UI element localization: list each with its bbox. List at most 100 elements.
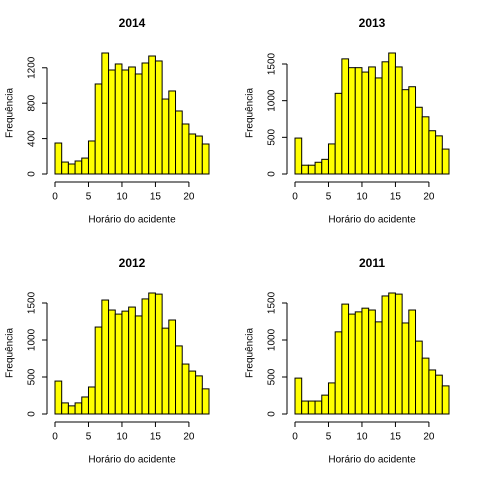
bar — [181, 363, 190, 415]
x-tick-label: 15 — [390, 432, 402, 443]
bar — [134, 73, 143, 175]
bar — [161, 327, 170, 415]
bar — [361, 71, 370, 175]
bar — [74, 402, 83, 415]
chart-title: 2012 — [119, 256, 146, 270]
chart-title: 2014 — [119, 16, 146, 30]
bar — [394, 66, 403, 175]
bar — [121, 69, 130, 175]
bar — [61, 161, 69, 175]
bar — [175, 345, 183, 415]
bar — [128, 306, 136, 415]
x-tick-label: 15 — [390, 192, 402, 203]
bar — [301, 400, 309, 415]
bar — [301, 164, 309, 175]
bar — [101, 52, 110, 175]
x-tick-label: 5 — [86, 432, 92, 443]
bar — [154, 293, 163, 415]
y-axis-label: Frequência — [245, 328, 256, 378]
bar — [67, 405, 76, 415]
bar — [361, 307, 370, 415]
x-tick-label: 10 — [116, 192, 128, 203]
bar — [201, 143, 210, 175]
bar — [74, 160, 83, 175]
bar — [415, 340, 423, 415]
bar — [87, 386, 96, 415]
bar — [394, 293, 403, 415]
bar — [374, 321, 383, 415]
bar — [348, 67, 356, 175]
bar — [128, 66, 136, 175]
bar — [94, 326, 103, 415]
bar — [314, 400, 323, 415]
x-tick-label: 0 — [52, 192, 58, 203]
bar — [61, 402, 69, 415]
bar — [141, 298, 150, 415]
y-tick-label: 0 — [267, 171, 278, 177]
bar — [294, 377, 303, 415]
bar — [374, 77, 383, 175]
bar — [168, 319, 177, 415]
bar — [401, 322, 410, 415]
bar — [81, 396, 89, 415]
bar — [81, 157, 89, 175]
bar — [368, 66, 376, 175]
bar — [334, 92, 343, 175]
y-tick-label: 500 — [267, 368, 278, 385]
x-tick-label: 10 — [356, 432, 368, 443]
y-tick-label: 1500 — [267, 291, 278, 314]
bar — [54, 142, 63, 175]
x-tick-label: 5 — [326, 432, 332, 443]
x-axis-label: Horário do acidente — [88, 215, 176, 226]
bar — [161, 98, 170, 175]
x-tick-label: 20 — [423, 192, 435, 203]
y-tick-label: 0 — [267, 411, 278, 417]
bar — [54, 380, 63, 415]
bar — [421, 357, 430, 415]
bar — [307, 400, 316, 415]
bar — [354, 67, 363, 175]
bar — [408, 309, 417, 415]
bar — [368, 309, 376, 415]
x-tick-label: 10 — [116, 432, 128, 443]
bar — [354, 311, 363, 415]
bar — [175, 110, 183, 175]
bar — [314, 161, 323, 175]
bar — [435, 374, 443, 415]
bar — [428, 130, 437, 175]
bar — [435, 135, 443, 175]
x-tick-label: 20 — [183, 192, 195, 203]
x-tick-label: 5 — [326, 192, 332, 203]
x-tick-label: 20 — [183, 432, 195, 443]
y-tick-label: 1000 — [267, 89, 278, 112]
y-tick-label: 500 — [27, 368, 38, 385]
x-tick-label: 0 — [292, 192, 298, 203]
y-tick-label: 1000 — [267, 328, 278, 351]
x-axis-label: Horário do acidente — [88, 455, 176, 466]
bar — [428, 369, 437, 415]
bar — [108, 309, 116, 415]
bar — [195, 375, 203, 415]
bar — [114, 313, 123, 415]
bar — [87, 140, 96, 175]
bar — [154, 60, 163, 175]
bar — [188, 370, 197, 415]
y-tick-label: 0 — [27, 171, 38, 177]
y-tick-label: 400 — [27, 130, 38, 147]
bar — [101, 299, 110, 415]
bar — [341, 303, 350, 415]
y-tick-label: 1200 — [27, 56, 38, 79]
bar — [108, 69, 116, 175]
x-tick-label: 5 — [86, 192, 92, 203]
bar — [381, 295, 390, 415]
bar — [348, 313, 356, 415]
y-tick-label: 500 — [267, 129, 278, 146]
y-tick-label: 0 — [27, 411, 38, 417]
bar — [114, 63, 123, 175]
x-tick-label: 10 — [356, 192, 368, 203]
bar — [327, 382, 336, 415]
bar — [327, 143, 336, 175]
x-axis-label: Horário do acidente — [328, 215, 416, 226]
x-tick-label: 0 — [292, 432, 298, 443]
